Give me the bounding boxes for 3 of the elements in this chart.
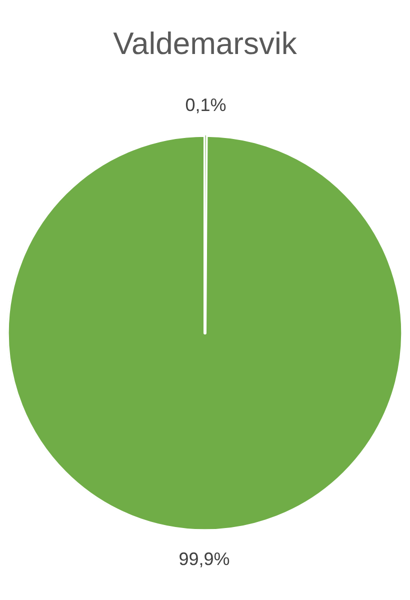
data-label: 99,9% (178, 548, 230, 569)
data-label: 0,1% (185, 94, 226, 115)
chart-title: Valdemarsvik (112, 25, 298, 63)
